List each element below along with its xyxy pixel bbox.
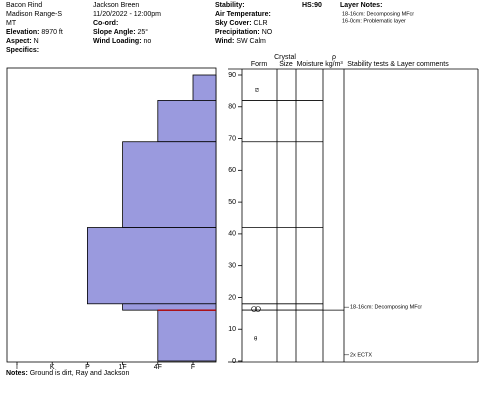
- density-unit: kg/m³: [325, 61, 343, 68]
- height-label: 70: [228, 135, 236, 142]
- grain-symbol: [251, 306, 257, 312]
- specifics: Specifics:: [6, 47, 39, 54]
- table-header: Crystal Form Size Moisture ρ kg/m³ Stabi…: [251, 54, 449, 68]
- value: NO: [262, 29, 273, 36]
- layer-comment: 18-16cm: Decomposing MFcr: [350, 305, 422, 311]
- hardness-layer: [122, 303, 217, 311]
- layer-note: 18-16cm: Decomposing MFcr: [342, 11, 414, 17]
- layer-notes-title: Layer Notes:: [340, 2, 382, 9]
- hardness-label: 1F: [119, 364, 127, 371]
- height-label: 50: [228, 199, 236, 206]
- layer-comment: 2x ECTX: [350, 352, 372, 358]
- wind: Wind: SW Calm: [215, 38, 266, 45]
- hardness-label: I: [16, 364, 18, 371]
- air-temp: Air Temperature:: [215, 11, 271, 18]
- form-header: Form: [251, 61, 268, 68]
- hardness-label: F: [191, 364, 195, 371]
- label: Sky Cover:: [215, 20, 252, 27]
- hardness-label: K: [50, 364, 55, 371]
- label: Slope Angle:: [93, 29, 136, 36]
- rho-header: ρ: [332, 54, 336, 61]
- hardness-layer: [157, 309, 217, 362]
- hardness-layer: [122, 141, 217, 228]
- grain-symbol: [255, 306, 261, 312]
- comments-header: Stability tests & Layer comments: [347, 61, 449, 68]
- label: Precipitation:: [215, 29, 260, 36]
- label: Notes:: [6, 370, 28, 377]
- value: no: [144, 38, 152, 45]
- datetime: 11/20/2022 - 12:00pm: [93, 11, 161, 18]
- crystal-header: Crystal: [274, 54, 296, 61]
- precip: Precipitation: NO: [215, 29, 273, 36]
- sky: Sky Cover: CLR: [215, 20, 268, 27]
- footer-notes: Notes: Ground is dirt, Ray and Jackson: [6, 370, 129, 377]
- hardness-label: 4F: [154, 364, 162, 371]
- hardness-layer: [192, 74, 217, 101]
- hs: HS:90: [302, 2, 322, 9]
- value: N: [34, 38, 39, 45]
- observer: Jackson Breen: [93, 2, 139, 9]
- label: Aspect:: [6, 38, 32, 45]
- size-header: Size: [279, 61, 293, 68]
- aspect: Aspect: N: [6, 38, 39, 45]
- height-label: 0: [232, 358, 236, 365]
- height-label: 20: [228, 294, 236, 301]
- grain-symbol: ⧄: [255, 88, 259, 94]
- value: SW Calm: [236, 38, 266, 45]
- label: Elevation:: [6, 29, 39, 36]
- value: 90: [314, 2, 322, 9]
- wind-loading: Wind Loading: no: [93, 38, 151, 45]
- value: Ground is dirt, Ray and Jackson: [30, 370, 130, 377]
- value: 8970 ft: [41, 29, 62, 36]
- grain-symbol: θ: [254, 337, 258, 343]
- label: HS:: [302, 2, 314, 9]
- height-label: 80: [228, 104, 236, 111]
- state: MT: [6, 20, 17, 27]
- header: Bacon Rind Madison Range-S MT Elevation:…: [6, 2, 414, 54]
- coord: Co-ord:: [93, 20, 118, 27]
- site: Bacon Rind: [6, 2, 42, 9]
- value: 25°: [137, 28, 148, 36]
- range: Madison Range-S: [6, 11, 62, 18]
- height-label: 10: [228, 326, 236, 333]
- height-label: 30: [228, 263, 236, 270]
- frames: ⧄ θ: [6, 67, 479, 363]
- value: CLR: [254, 20, 268, 27]
- elevation: Elevation: 8970 ft: [6, 29, 63, 36]
- slope: Slope Angle: 25°: [93, 28, 148, 36]
- label: Wind:: [215, 38, 234, 45]
- hardness-layer: [157, 100, 217, 143]
- height-label: 40: [228, 231, 236, 238]
- stability: Stability:: [215, 2, 245, 9]
- height-label: 60: [228, 167, 236, 174]
- moisture-header: Moisture: [297, 61, 324, 68]
- hardness-label: P: [85, 364, 90, 371]
- layer-note: 16-0cm: Problematic layer: [342, 18, 406, 24]
- height-label: 90: [228, 72, 236, 79]
- label: Wind Loading:: [93, 38, 142, 45]
- hardness-layer: [87, 227, 217, 305]
